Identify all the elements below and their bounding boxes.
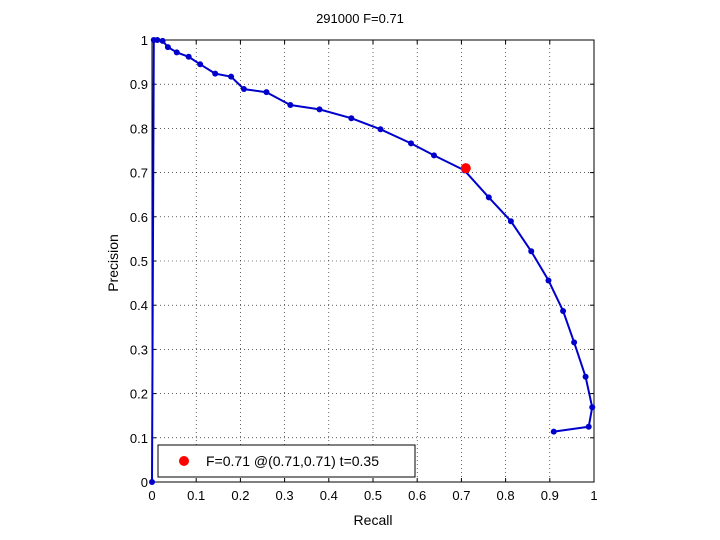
legend-box [157, 444, 416, 478]
x-tick-label: 0.8 [497, 488, 515, 503]
legend-label: F=0.71 @(0.71,0.71) t=0.35 [206, 453, 379, 469]
y-tick-label: 0 [141, 475, 148, 490]
x-tick-label: 0.1 [187, 488, 205, 503]
x-axis-label: Recall [354, 512, 393, 528]
data-point [185, 53, 192, 60]
y-tick-label: 0.4 [130, 298, 148, 313]
series-layer [149, 37, 596, 485]
data-point [550, 428, 557, 435]
x-tick-label: 0.4 [320, 488, 338, 503]
data-point [149, 479, 155, 485]
x-tick-label: 0.2 [231, 488, 249, 503]
data-point [528, 248, 535, 255]
data-point [150, 37, 157, 43]
x-tick-label: 0 [148, 488, 155, 503]
data-point [173, 49, 180, 56]
y-tick-label: 0.6 [130, 210, 148, 225]
y-axis-label: Precision [105, 234, 121, 292]
data-point [408, 140, 415, 147]
x-tick-label: 1 [590, 488, 597, 503]
y-tick-label: 0.7 [130, 166, 148, 181]
data-point [545, 277, 552, 284]
y-axis: 0 0.1 0.2 0.3 0.4 0.5 0.6 0.7 0.8 0.9 1 [130, 33, 594, 490]
y-tick-label: 0.3 [130, 342, 148, 357]
y-tick-label: 0.8 [130, 121, 148, 136]
grid [152, 40, 594, 482]
data-point [485, 194, 492, 201]
data-point [316, 106, 323, 113]
y-tick-label: 1 [141, 33, 148, 48]
y-tick-label: 0.1 [130, 431, 148, 446]
x-axis: 0 0.1 0.2 0.3 0.4 0.5 0.6 0.7 0.8 0.9 1 [148, 40, 598, 503]
y-tick-label: 0.2 [130, 387, 148, 402]
x-tick-label: 0.9 [541, 488, 559, 503]
data-point [212, 70, 219, 77]
data-point [585, 423, 592, 430]
data-point [263, 89, 270, 96]
data-point [240, 86, 247, 93]
data-point [197, 61, 204, 68]
data-point [377, 126, 384, 133]
x-tick-label: 0.7 [452, 488, 470, 503]
chart-title: 291000 F=0.71 [316, 11, 404, 26]
data-point [571, 339, 578, 346]
data-point [159, 37, 166, 44]
data-point [348, 115, 355, 122]
data-point [560, 307, 567, 314]
data-point [430, 152, 437, 159]
y-tick-label: 0.9 [130, 77, 148, 92]
y-tick-label: 0.5 [130, 254, 148, 269]
data-point [228, 73, 235, 80]
x-tick-label: 0.5 [364, 488, 382, 503]
best-f-point [460, 163, 471, 174]
legend-marker [179, 456, 189, 466]
data-point [582, 373, 589, 380]
x-tick-label: 0.3 [276, 488, 294, 503]
data-point [287, 101, 294, 108]
legend: F=0.71 @(0.71,0.71) t=0.35 [157, 444, 416, 478]
x-tick-label: 0.6 [408, 488, 426, 503]
data-point [164, 44, 171, 51]
data-point [507, 218, 514, 225]
data-point [589, 404, 596, 411]
